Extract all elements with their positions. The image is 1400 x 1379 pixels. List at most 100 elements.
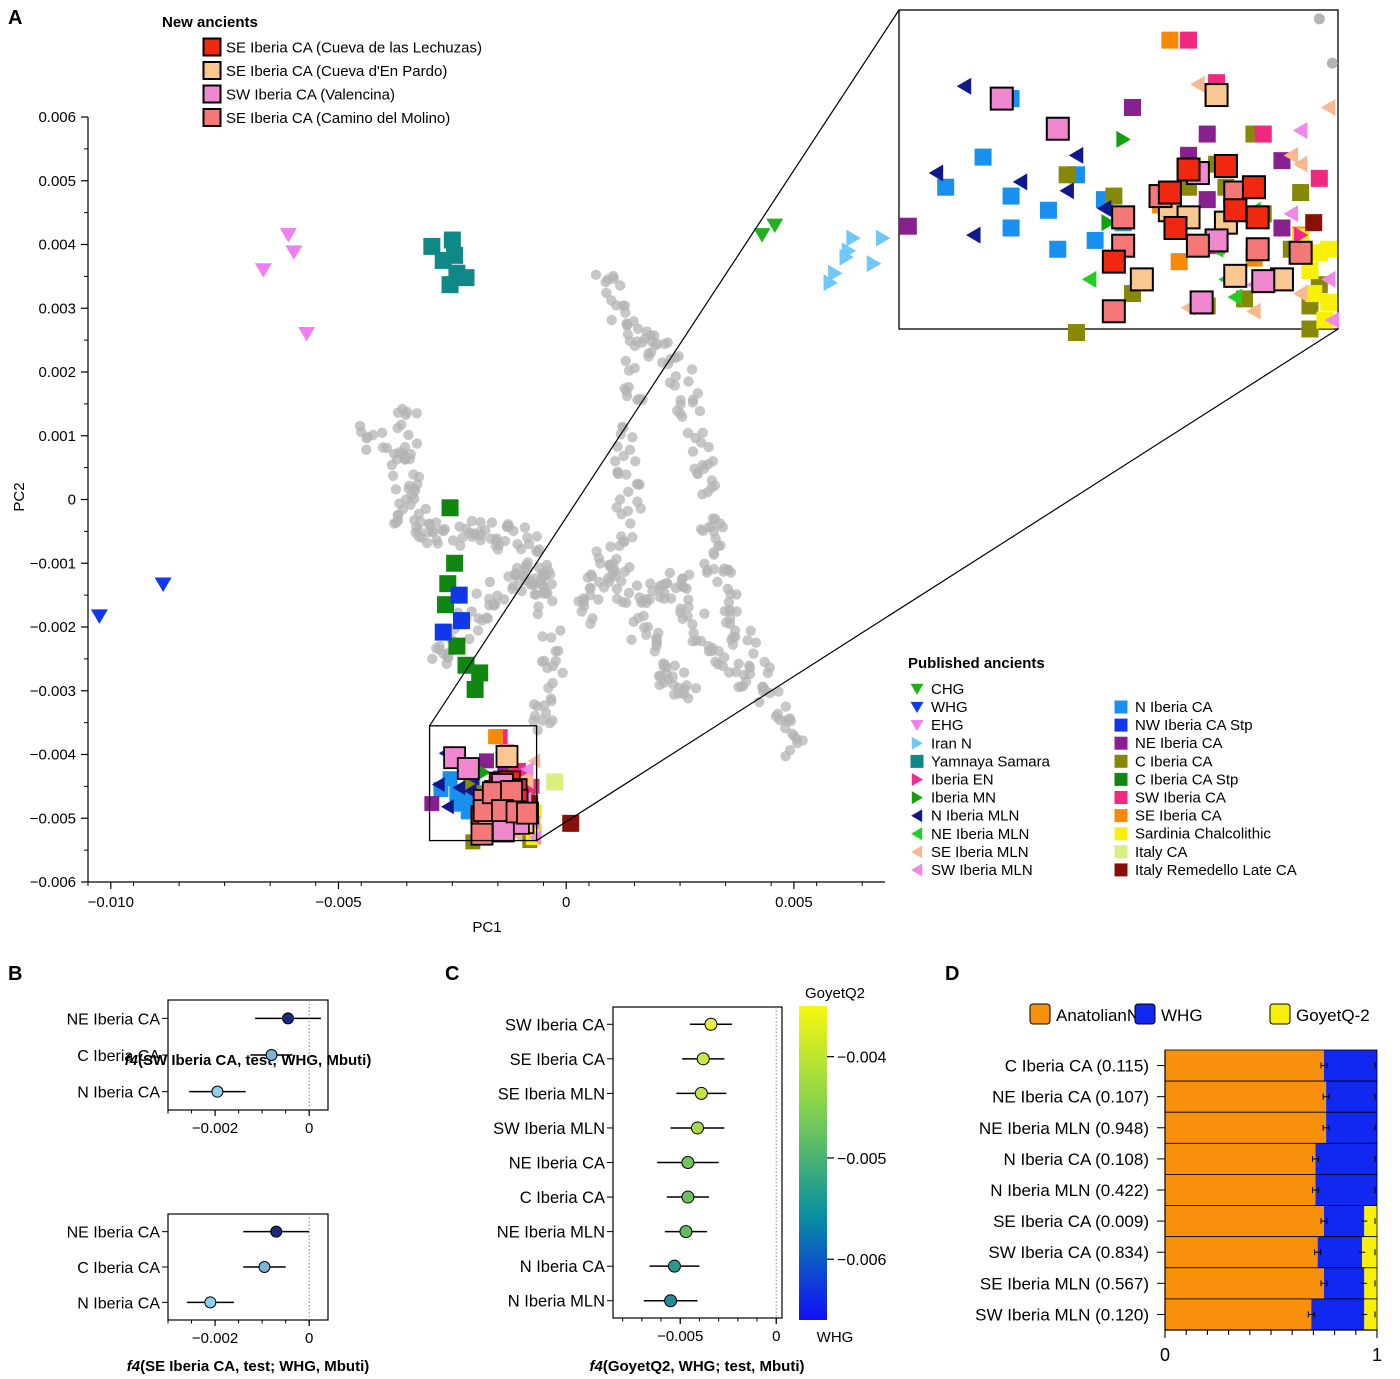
reference-sample-point <box>717 660 729 672</box>
reference-sample-point <box>439 523 450 535</box>
reference-sample-point <box>614 494 626 505</box>
inset-point-n-iberia-mln <box>1096 199 1112 217</box>
reference-sample-point <box>540 707 552 719</box>
inset-point-se-iberia-mln <box>1292 155 1308 173</box>
reference-sample-point <box>573 596 584 607</box>
reference-sample-point <box>742 635 753 646</box>
legend-published-entry: Iberia EN <box>931 772 994 789</box>
inset-point-c-iberia-ca <box>1058 166 1076 184</box>
inset-point-sw-iberia-ca <box>1310 169 1328 187</box>
reference-sample-point <box>464 633 475 645</box>
reference-sample-point <box>636 597 647 608</box>
legend-published-entry: SW Iberia CA <box>1135 790 1226 807</box>
reference-sample-point <box>683 594 694 605</box>
reference-sample-point <box>639 622 650 633</box>
reference-sample-point <box>706 646 717 657</box>
reference-sample-point <box>482 613 493 624</box>
admixture-x-tick-label: 1 <box>1372 1345 1382 1365</box>
category-label: SW Iberia CA <box>505 1016 605 1034</box>
legend-published-swatch-ne-iberia-mln <box>911 827 923 841</box>
point-ehg <box>285 245 303 260</box>
pca-y-tick-label: 0 <box>68 492 76 509</box>
reference-sample-point <box>532 725 543 736</box>
category-label: C Iberia CA <box>77 1048 160 1065</box>
reference-sample-point <box>669 689 680 700</box>
reference-sample-point <box>649 646 660 657</box>
reference-sample-point <box>620 355 631 367</box>
admixture-segment-anatoliann <box>1165 1267 1324 1299</box>
reference-sample-point <box>619 383 630 394</box>
reference-sample-point <box>547 595 558 607</box>
legend-published-swatch-iberia-en <box>911 773 923 786</box>
legend-published-swatch-sw-iberia-mln <box>911 863 923 877</box>
reference-sample-point <box>409 493 420 504</box>
inset-point-n-iberia-mln <box>956 77 972 95</box>
pca-y-tick-label: −0.005 <box>30 810 76 827</box>
point-whg <box>90 609 108 624</box>
pca-y-tick-label: 0.001 <box>38 428 76 445</box>
reference-sample-point <box>606 569 618 580</box>
cluster-point-se-iberia-ca <box>488 729 504 745</box>
estimate-point <box>704 1017 718 1031</box>
reference-sample-point <box>432 538 443 549</box>
inset-point-n-iberia-mln <box>928 164 944 182</box>
reference-sample-point <box>611 502 622 513</box>
reference-sample-point <box>475 517 486 528</box>
inset-point-ne-iberia-mln <box>1081 270 1097 288</box>
reference-sample-point <box>670 371 681 382</box>
point-nw-iberia-ca-stp <box>450 586 468 604</box>
pca-y-tick-label: −0.002 <box>30 619 76 636</box>
reference-sample-point <box>606 314 617 326</box>
reference-sample-point <box>529 699 540 710</box>
zoom-connector-line <box>429 9 900 727</box>
point-c-iberia-ca-stp <box>446 554 464 572</box>
reference-sample-point <box>557 667 568 678</box>
legend-published-entry: NW Iberia CA Stp <box>1135 717 1253 734</box>
cluster-point-n-iberia-mln <box>441 799 454 815</box>
reference-sample-point <box>401 453 412 464</box>
legend-published-entry: Italy Remedello Late CA <box>1135 862 1297 879</box>
reference-sample-point <box>669 380 680 391</box>
inset-point-se-iberia-ca-camino-del-molino <box>1245 237 1270 262</box>
legend-published-entry: SW Iberia MLN <box>931 862 1033 879</box>
reference-sample-point <box>740 676 752 687</box>
category-label: NE Iberia CA <box>67 1225 161 1242</box>
panel-b-top-plot: f4(SW Iberia CA, test; WHG, Mbuti) NE Ibe… <box>67 999 371 1137</box>
point-ehg <box>298 326 316 342</box>
admixture-segment-whg <box>1326 1081 1377 1113</box>
inset-point-n-iberia-ca <box>1002 219 1020 237</box>
category-label: C Iberia CA <box>520 1189 605 1207</box>
reference-sample-point <box>687 394 699 405</box>
reference-sample-point <box>687 636 698 647</box>
point-c-iberia-ca-stp <box>448 637 466 655</box>
reference-sample-point <box>733 658 744 669</box>
category-label: N Iberia CA <box>520 1258 605 1276</box>
admixture-segment-anatoliann <box>1165 1050 1324 1082</box>
reference-sample-point <box>427 653 438 664</box>
cluster-point-ne-iberia-ca <box>479 753 494 769</box>
legend-published-entry: Iberia MN <box>931 790 996 807</box>
reference-sample-point <box>671 405 683 416</box>
estimate-point <box>265 1049 278 1061</box>
cluster-point-iberia-mn <box>478 764 491 780</box>
legend-published-title: Published ancients <box>908 655 1045 672</box>
inset-reference-point <box>1326 57 1338 69</box>
reference-sample-point <box>623 486 634 497</box>
reference-sample-point <box>606 295 617 306</box>
reference-sample-point <box>677 573 688 584</box>
legend-published-entry: N Iberia CA <box>1135 699 1213 716</box>
inset-point-ne-iberia-ca <box>899 217 917 235</box>
inset-point-sw-iberia-mln <box>1321 270 1336 288</box>
admixture-segment-whg <box>1326 1112 1377 1144</box>
reference-sample-point <box>474 526 486 538</box>
inset-point-se-iberia-mln <box>1190 75 1205 93</box>
reference-sample-point <box>731 606 742 617</box>
inset-point-iberia-en <box>1293 226 1309 244</box>
legend-published-swatch-n-iberia-mln <box>911 809 923 823</box>
reference-sample-point <box>699 608 710 619</box>
cluster-point-sw-iberia-ca-valencina <box>456 757 480 780</box>
reference-sample-point <box>546 578 557 590</box>
inset-point-se-iberia-mln <box>1321 98 1336 116</box>
reference-sample-point <box>673 351 684 362</box>
